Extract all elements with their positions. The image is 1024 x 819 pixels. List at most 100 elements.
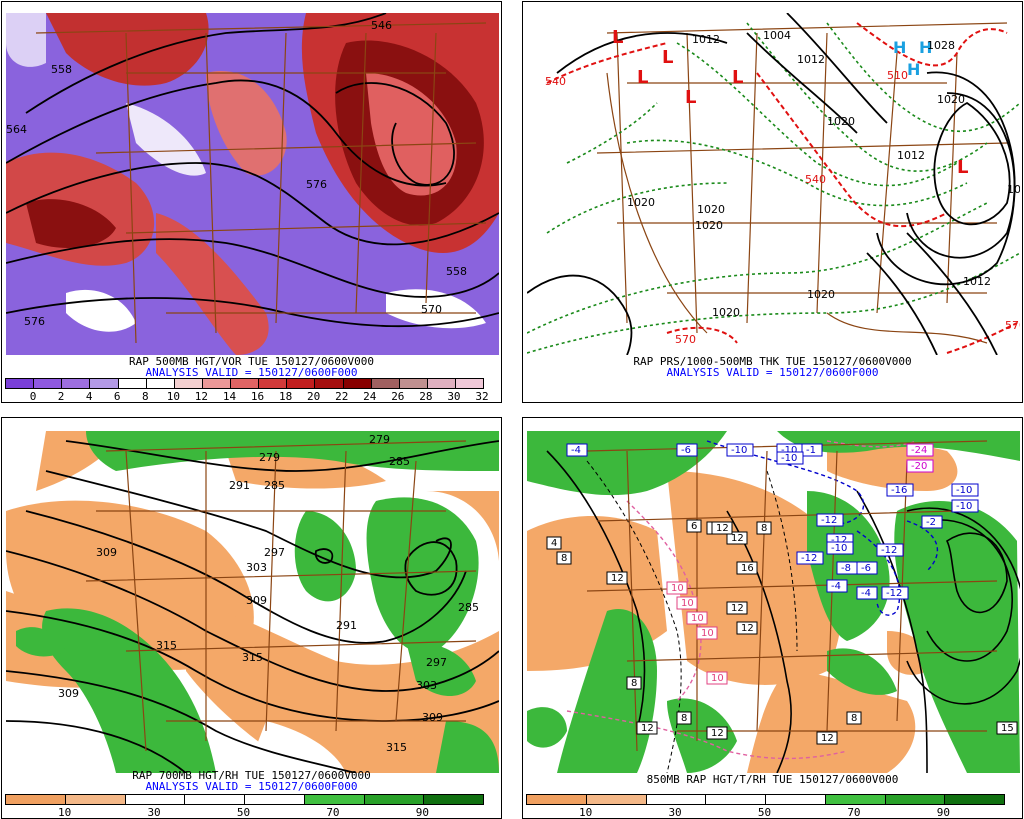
temperature-label-box bbox=[801, 443, 823, 457]
colorbar-tick-label: 22 bbox=[335, 390, 349, 403]
colorbar-tick-label: 70 bbox=[326, 806, 340, 819]
colorbar-tick-label: 20 bbox=[307, 390, 321, 403]
temperature-label-box bbox=[666, 581, 688, 595]
temperature-label: -10 bbox=[831, 543, 847, 554]
colorbar-tick-label: 50 bbox=[757, 806, 772, 819]
contour-label: 546 bbox=[371, 19, 392, 32]
map-700mb-rh: 279 279 285 285 285 291 291 297 297 303 … bbox=[6, 431, 499, 773]
colorbar-swatch bbox=[315, 379, 344, 388]
temperature-label: 12 bbox=[641, 723, 654, 734]
contour-label: 303 bbox=[416, 679, 437, 692]
temperature-label-box bbox=[816, 513, 844, 527]
temperature-label: -10 bbox=[781, 445, 797, 456]
contour-label: 564 bbox=[6, 123, 27, 136]
isobar-label: 1012 bbox=[692, 33, 720, 46]
colorbar-tick-label: 2 bbox=[57, 390, 65, 403]
contour-label: 576 bbox=[306, 178, 327, 191]
low-pressure-symbol: L bbox=[637, 67, 648, 88]
contour-label: 558 bbox=[51, 63, 72, 76]
temperature-label: 12 bbox=[741, 623, 754, 634]
temperature-label-box bbox=[816, 731, 838, 745]
contour-label: 291 bbox=[336, 619, 357, 632]
temperature-label: -10 bbox=[731, 445, 747, 456]
temperature-label: 12 bbox=[716, 523, 729, 534]
colorbar bbox=[526, 794, 1005, 805]
temperature-label: 12 bbox=[731, 603, 744, 614]
colorbar-swatch bbox=[185, 795, 245, 804]
contour-label: 558 bbox=[446, 265, 467, 278]
colorbar-tick-label: 28 bbox=[419, 390, 433, 403]
colorbar-tick-label: 26 bbox=[391, 390, 405, 403]
temperature-label: -4 bbox=[831, 581, 841, 592]
temperature-label: -4 bbox=[571, 445, 581, 456]
colorbar-tick-label: 8 bbox=[141, 390, 149, 403]
high-pressure-symbol: H bbox=[893, 38, 906, 57]
panel-title: RAP PRS/1000-500MB THK TUE 150127/0600V0… bbox=[633, 355, 912, 368]
temperature-label-box bbox=[676, 443, 698, 457]
colorbar-swatch bbox=[646, 795, 707, 804]
temperature-label-box bbox=[736, 561, 758, 575]
contour-label: 315 bbox=[386, 741, 407, 754]
panel-500mb-vorticity: 546 558 558 564 570 576 576 RAP 500MB HG… bbox=[1, 1, 502, 403]
colorbar-swatch bbox=[706, 795, 766, 804]
colorbar-swatch bbox=[259, 379, 288, 388]
colorbar-tick-label: 32 bbox=[475, 390, 489, 403]
temperature-label: 8 bbox=[761, 523, 767, 534]
high-pressure-symbol: H bbox=[919, 38, 932, 57]
colorbar-swatch bbox=[371, 379, 400, 388]
temperature-label-box bbox=[876, 543, 904, 557]
map-pressure-thickness: L L L L L L H H H 1004 1012 1012 1020 10… bbox=[527, 13, 1020, 355]
panel-title: RAP 700MB HGT/RH TUE 150127/0600V000 bbox=[132, 769, 371, 782]
colorbar-ticks: 0246810121416182022242628303234 bbox=[5, 390, 489, 403]
temperature-label: -4 bbox=[861, 588, 871, 599]
temperature-label: 16 bbox=[741, 563, 754, 574]
thickness-label: 540 bbox=[545, 75, 566, 88]
temperature-label: 12 bbox=[731, 533, 744, 544]
colorbar-tick-label: 6 bbox=[113, 390, 121, 403]
colorbar-swatch bbox=[202, 379, 231, 388]
temperature-label: -6 bbox=[681, 445, 691, 456]
contour-label: 279 bbox=[369, 433, 390, 446]
colorbar-swatch bbox=[945, 795, 1004, 804]
analysis-valid: ANALYSIS VALID = 150127/0600F000 bbox=[145, 366, 358, 379]
temperature-label-box bbox=[556, 551, 572, 565]
temperature-label-box bbox=[636, 721, 658, 735]
analysis-valid: ANALYSIS VALID = 150127/0600F000 bbox=[145, 780, 358, 793]
colorbar-swatch bbox=[424, 795, 483, 804]
colorbar-swatch bbox=[766, 795, 826, 804]
thickness-label: 510 bbox=[887, 69, 908, 82]
temperature-label-box bbox=[686, 611, 708, 625]
temperature-label-box bbox=[626, 676, 642, 690]
isobar-label: 1012 bbox=[797, 53, 825, 66]
colorbar-tick-label: 10 bbox=[58, 806, 72, 819]
temperature-label-box bbox=[756, 521, 772, 535]
contour-label: 303 bbox=[246, 561, 267, 574]
colorbar-tick-label: 16 bbox=[250, 390, 265, 403]
temperature-label: 10 bbox=[681, 598, 694, 609]
temperature-label: 4 bbox=[551, 538, 557, 549]
colorbar-tick-label: 30 bbox=[668, 806, 682, 819]
colorbar-swatch bbox=[527, 795, 587, 804]
panel-pressure-thickness: L L L L L L H H H 1004 1012 1012 1020 10… bbox=[522, 1, 1023, 403]
colorbar-swatch bbox=[586, 795, 647, 804]
temperature-label-box bbox=[776, 451, 804, 465]
contour-label: 309 bbox=[96, 546, 117, 559]
colorbar-swatch bbox=[231, 379, 260, 388]
temperature-label: -10 bbox=[781, 453, 797, 464]
contour-label: 315 bbox=[242, 651, 263, 664]
temperature-label-box bbox=[921, 515, 943, 529]
temperature-label-box bbox=[676, 596, 698, 610]
colorbar-swatch bbox=[885, 795, 946, 804]
colorbar-swatch bbox=[364, 795, 425, 804]
colorbar-swatch bbox=[146, 379, 175, 388]
temperature-label-box bbox=[996, 721, 1018, 735]
temperature-label-box bbox=[676, 711, 692, 725]
temperature-label: 8 bbox=[631, 678, 637, 689]
temperature-label-box bbox=[856, 561, 878, 575]
temperature-label-box bbox=[846, 711, 862, 725]
colorbar-swatch bbox=[65, 795, 126, 804]
temperature-label-box bbox=[706, 671, 728, 685]
temperature-label: 12 bbox=[711, 728, 724, 739]
temperature-label: -12 bbox=[886, 588, 902, 599]
colorbar-swatch bbox=[118, 379, 147, 388]
